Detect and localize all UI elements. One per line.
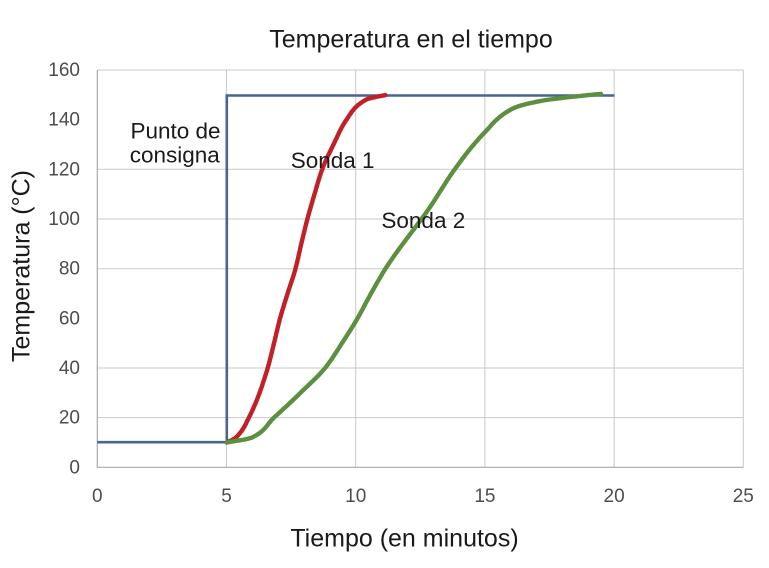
svg-text:25: 25 bbox=[733, 486, 754, 507]
svg-text:Punto de: Punto de bbox=[130, 119, 220, 144]
svg-text:40: 40 bbox=[59, 358, 80, 379]
svg-text:Tiempo (en minutos): Tiempo (en minutos) bbox=[290, 524, 518, 552]
svg-text:120: 120 bbox=[48, 159, 80, 180]
svg-text:140: 140 bbox=[48, 110, 80, 131]
svg-text:0: 0 bbox=[69, 457, 80, 478]
svg-text:5: 5 bbox=[221, 486, 232, 507]
svg-text:0: 0 bbox=[92, 486, 103, 507]
svg-text:consigna: consigna bbox=[130, 142, 221, 167]
svg-text:100: 100 bbox=[48, 209, 80, 230]
svg-text:Temperatura en el tiempo: Temperatura en el tiempo bbox=[269, 25, 552, 53]
svg-text:Sonda 2: Sonda 2 bbox=[381, 208, 465, 233]
svg-text:15: 15 bbox=[474, 486, 495, 507]
svg-text:80: 80 bbox=[59, 259, 80, 280]
svg-text:Temperatura (°C): Temperatura (°C) bbox=[8, 170, 36, 362]
svg-text:20: 20 bbox=[59, 408, 80, 429]
svg-text:20: 20 bbox=[604, 486, 625, 507]
svg-text:10: 10 bbox=[345, 486, 366, 507]
svg-text:160: 160 bbox=[48, 60, 80, 81]
svg-text:60: 60 bbox=[59, 308, 80, 329]
svg-text:Sonda 1: Sonda 1 bbox=[291, 148, 375, 173]
